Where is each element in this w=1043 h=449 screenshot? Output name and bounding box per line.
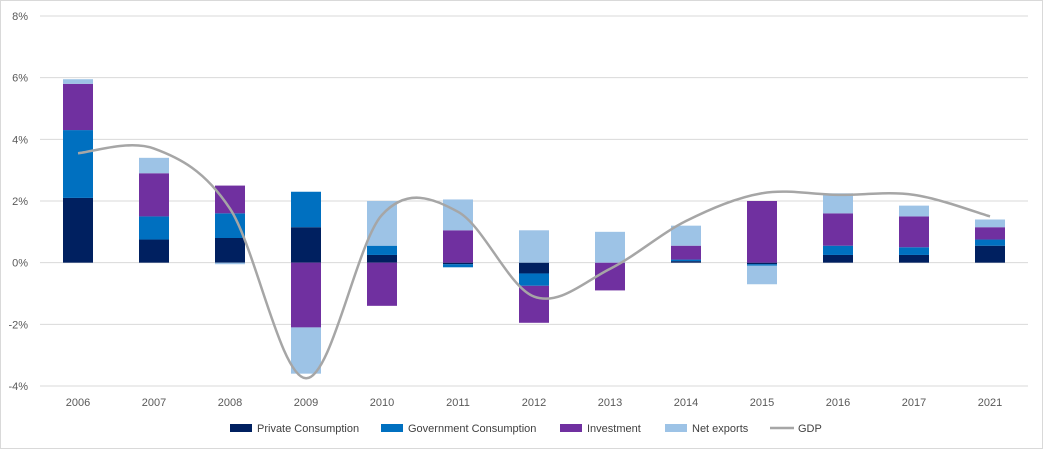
bar-investment-2014 [671, 245, 701, 260]
bar-investment-2007 [139, 173, 169, 217]
y-tick-label: 8% [12, 11, 28, 23]
bar-private-consumption-2011 [443, 262, 473, 265]
bar-investment-2015 [747, 201, 777, 263]
bar-government-consumption-2011 [443, 264, 473, 268]
legend-label-investment: Investment [587, 423, 641, 435]
bar-net-exports-2016 [823, 193, 853, 214]
y-axis-ticks: -4% -2% 0% 2% 4% 6% 8% [8, 11, 28, 393]
bar-investment-2009 [291, 262, 321, 328]
bar-investment-2011 [443, 230, 473, 263]
bar-net-exports-2006 [63, 79, 93, 84]
x-axis-ticks: 2006 2007 2008 2009 2010 2011 2012 2013 2014 2015… [66, 397, 1002, 409]
bar-private-consumption-2017 [899, 254, 929, 263]
bar-private-consumption-2010 [367, 254, 397, 263]
bar-private-consumption-2021 [975, 245, 1005, 263]
bar-private-consumption-2007 [139, 239, 169, 263]
x-tick-label: 2006 [66, 397, 90, 409]
x-tick-label: 2016 [826, 397, 850, 409]
bar-government-consumption-2006 [63, 130, 93, 198]
legend: Private Consumption Government Consumptio… [230, 423, 822, 435]
bar-investment-2016 [823, 213, 853, 246]
bar-net-exports-2014 [671, 225, 701, 246]
bar-investment-2010 [367, 262, 397, 306]
bar-government-consumption-2008 [215, 213, 245, 238]
legend-label-private-consumption: Private Consumption [257, 423, 359, 435]
bar-net-exports-2007 [139, 157, 169, 174]
bar-net-exports-2017 [899, 205, 929, 217]
bar-investment-2006 [63, 83, 93, 131]
x-tick-label: 2009 [294, 397, 318, 409]
x-tick-label: 2012 [522, 397, 546, 409]
x-tick-label: 2010 [370, 397, 394, 409]
bar-private-consumption-2008 [215, 238, 245, 263]
bar-private-consumption-2014 [671, 261, 701, 263]
bar-government-consumption-2016 [823, 245, 853, 255]
bar-net-exports-2021 [975, 219, 1005, 228]
legend-swatch-private-consumption [230, 424, 252, 432]
bar-investment-2021 [975, 227, 1005, 240]
bar-net-exports-2013 [595, 231, 625, 263]
x-tick-label: 2015 [750, 397, 774, 409]
y-tick-label: -4% [8, 381, 28, 393]
bar-net-exports-2015 [747, 265, 777, 285]
x-tick-label: 2017 [902, 397, 926, 409]
gdp-line [77, 144, 991, 380]
gridlines [40, 15, 1028, 387]
bar-government-consumption-2017 [899, 247, 929, 255]
y-tick-label: 4% [12, 134, 28, 146]
y-tick-label: 0% [12, 258, 28, 270]
bar-government-consumption-2012 [519, 273, 549, 286]
bar-private-consumption-2012 [519, 262, 549, 274]
legend-swatch-investment [560, 424, 582, 432]
bar-government-consumption-2007 [139, 216, 169, 240]
bar-government-consumption-2021 [975, 239, 1005, 246]
bar-government-consumption-2009 [291, 191, 321, 228]
x-tick-label: 2014 [674, 397, 698, 409]
bar-net-exports-2009 [291, 327, 321, 374]
bar-net-exports-2012 [519, 230, 549, 263]
legend-swatch-government-consumption [381, 424, 403, 432]
bar-government-consumption-2014 [671, 259, 701, 262]
bar-private-consumption-2009 [291, 227, 321, 263]
bar-government-consumption-2010 [367, 245, 397, 255]
x-tick-label: 2011 [446, 397, 470, 409]
bar-investment-2013 [595, 262, 625, 291]
x-tick-label: 2008 [218, 397, 242, 409]
y-tick-label: -2% [8, 319, 28, 331]
bar-private-consumption-2015 [747, 262, 777, 265]
bar-private-consumption-2016 [823, 254, 853, 263]
bar-net-exports-2011 [443, 199, 473, 231]
bar-net-exports-2010 [367, 201, 397, 246]
bar-government-consumption-2015 [747, 264, 777, 266]
x-tick-label: 2021 [978, 397, 1002, 409]
legend-label-net-exports: Net exports [692, 423, 749, 435]
y-tick-label: 6% [12, 73, 28, 85]
bar-net-exports-2008 [215, 262, 245, 265]
legend-swatch-net-exports [665, 424, 687, 432]
legend-label-gdp: GDP [798, 423, 822, 435]
y-tick-label: 2% [12, 196, 28, 208]
bar-series [63, 79, 1005, 374]
legend-label-government-consumption: Government Consumption [408, 423, 536, 435]
bar-private-consumption-2006 [63, 197, 93, 263]
bar-investment-2012 [519, 285, 549, 323]
bar-investment-2017 [899, 216, 929, 248]
x-tick-label: 2007 [142, 397, 166, 409]
x-tick-label: 2013 [598, 397, 622, 409]
gdp-line-series [77, 144, 991, 380]
